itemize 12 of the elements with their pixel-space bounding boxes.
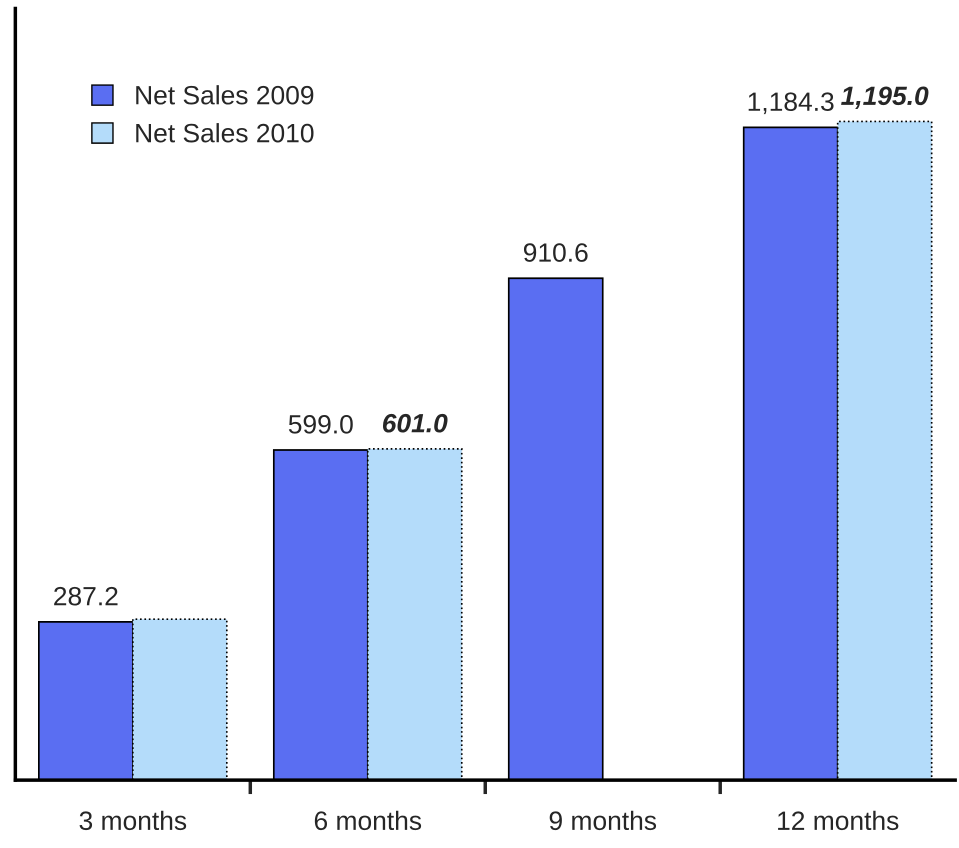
x-tick-label: 3 months — [80, 810, 186, 830]
data-label: 1,184.3 — [748, 92, 834, 114]
data-label: 910.6 — [524, 243, 588, 262]
x-tick-label: 12 months — [778, 810, 898, 830]
x-tick-label: 6 months — [314, 810, 422, 830]
data-label: 1,195.0 — [841, 86, 928, 109]
data-label: 287.2 — [54, 586, 118, 606]
data-label: 599.0 — [288, 414, 353, 434]
x-tick-label: 9 months — [550, 810, 656, 830]
legend-label: Net Sales 2010 — [136, 123, 314, 142]
legend-label: Net Sales 2009 — [136, 85, 314, 105]
data-label: 601.0 — [382, 414, 448, 433]
